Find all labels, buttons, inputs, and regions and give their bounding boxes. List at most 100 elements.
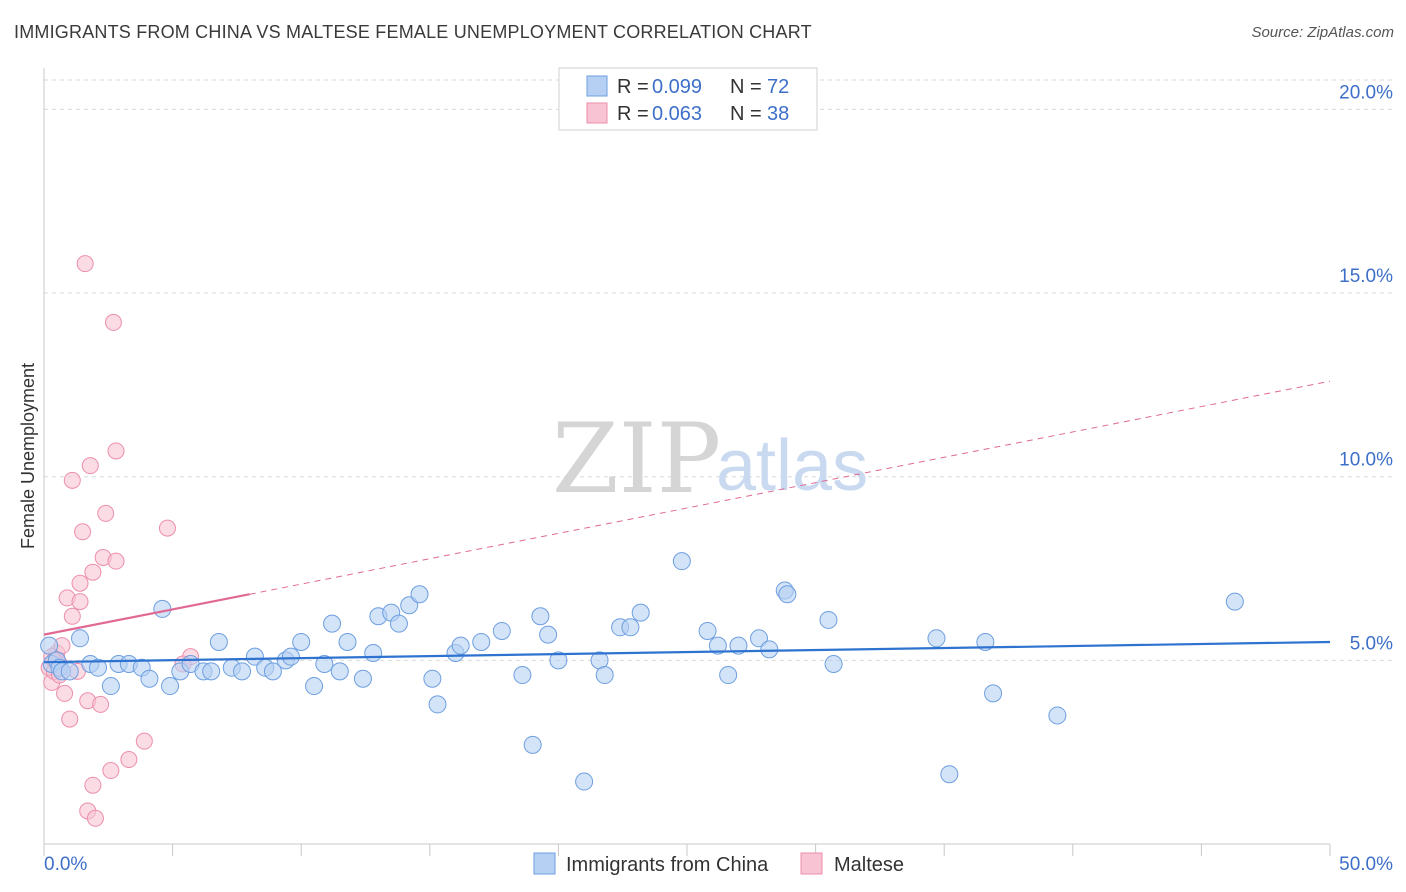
china-point-14: [153, 599, 172, 618]
trend-lines: [43, 380, 1331, 664]
maltese-point-31: [158, 519, 176, 537]
china-point-60: [708, 636, 727, 655]
china-point-45: [472, 632, 491, 651]
china-point-30: [315, 655, 334, 674]
china-point-68: [824, 655, 843, 674]
maltese-point-6: [56, 684, 74, 702]
maltese-point-25: [102, 762, 120, 780]
y-tick-labels: 5.0% 10.0% 15.0% 20.0%: [1339, 82, 1393, 654]
legend-swatch-china: [586, 75, 608, 97]
china-point-42: [428, 695, 447, 714]
china-point-47: [513, 666, 532, 685]
china-point-5: [60, 662, 79, 681]
china-point-69: [927, 629, 946, 648]
china-point-52: [575, 772, 594, 791]
china-point-34: [353, 669, 372, 688]
watermark: ZIP atlas: [552, 403, 868, 515]
china-point-72: [984, 684, 1003, 703]
maltese-point-19: [84, 776, 102, 794]
y-tick-label-2: 15.0%: [1339, 266, 1393, 287]
legend-n-value-china: 72: [767, 76, 789, 98]
china-point-66: [778, 585, 797, 604]
maltese-point-24: [97, 504, 115, 522]
maltese-point-20: [84, 563, 102, 581]
china-point-22: [233, 662, 252, 681]
china-point-50: [539, 625, 558, 644]
maltese-point-10: [63, 607, 81, 625]
china-point-38: [389, 614, 408, 633]
china-point-74: [1225, 592, 1244, 611]
legend-n-label-maltese: N =: [730, 103, 762, 125]
x-axis-ticks: [43, 844, 1331, 856]
series-legend-swatch-maltese: [800, 852, 823, 875]
series-legend-label-maltese: Maltese: [834, 854, 904, 876]
maltese-point-28: [107, 442, 125, 460]
maltese-point-15: [76, 255, 94, 273]
maltese-trend-extrapolation: [249, 380, 1331, 595]
china-point-46: [492, 621, 511, 640]
china-point-67: [819, 610, 838, 629]
series-legend: Immigrants from China Maltese: [533, 852, 904, 876]
china-point-19: [202, 662, 221, 681]
maltese-point-8: [61, 710, 79, 728]
watermark-zip: ZIP: [552, 403, 721, 515]
china-point-41: [423, 669, 442, 688]
china-point-39: [400, 596, 419, 615]
china-point-31: [323, 614, 342, 633]
maltese-point-21: [86, 809, 104, 827]
maltese-point-29: [120, 751, 138, 769]
china-point-62: [729, 636, 748, 655]
x-tick-label-max: 50.0%: [1339, 854, 1393, 875]
correlation-legend: R = 0.099 N = 72 R = 0.063 N = 38: [558, 67, 818, 131]
china-point-57: [631, 603, 650, 622]
maltese-point-14: [74, 523, 92, 541]
china-points: [40, 552, 1244, 791]
maltese-point-13: [71, 574, 89, 592]
maltese-point-30: [135, 732, 153, 750]
china-point-32: [330, 662, 349, 681]
maltese-point-22: [92, 695, 110, 713]
maltese-point-18: [81, 457, 99, 475]
maltese-point-27: [107, 552, 125, 570]
china-point-33: [338, 632, 357, 651]
china-point-44: [451, 636, 470, 655]
china-point-29: [305, 677, 324, 696]
china-point-54: [595, 666, 614, 685]
china-point-20: [209, 632, 228, 651]
watermark-atlas: atlas: [716, 426, 868, 506]
china-point-6: [71, 629, 90, 648]
legend-n-label-china: N =: [730, 76, 762, 98]
y-tick-label-1: 10.0%: [1339, 450, 1393, 471]
maltese-trend-line: [43, 593, 250, 636]
china-trend-line: [43, 640, 1331, 664]
legend-r-label-maltese: R =: [617, 103, 649, 125]
china-point-63: [750, 629, 769, 648]
series-legend-label-china: Immigrants from China: [566, 854, 769, 876]
y-tick-label-3: 20.0%: [1339, 82, 1393, 103]
china-point-61: [719, 666, 738, 685]
china-point-59: [698, 621, 717, 640]
china-point-8: [89, 658, 108, 677]
china-point-73: [1048, 706, 1067, 725]
maltese-point-9: [63, 471, 81, 489]
china-point-49: [531, 607, 550, 626]
maltese-points: [40, 255, 200, 827]
china-point-13: [140, 669, 159, 688]
maltese-point-12: [71, 593, 89, 611]
grid-lines: [44, 79, 1393, 661]
china-point-0: [40, 636, 59, 655]
legend-r-value-maltese: 0.063: [652, 103, 702, 125]
maltese-point-26: [104, 313, 122, 331]
y-tick-label-0: 5.0%: [1350, 633, 1393, 654]
china-point-56: [621, 618, 640, 637]
legend-r-value-china: 0.099: [652, 76, 702, 98]
china-point-28: [292, 632, 311, 651]
series-legend-swatch-china: [533, 852, 556, 875]
china-point-23: [245, 647, 264, 666]
legend-swatch-maltese: [586, 102, 608, 124]
china-point-35: [364, 644, 383, 662]
china-point-15: [161, 677, 180, 696]
china-point-40: [410, 585, 429, 604]
chart-title: IMMIGRANTS FROM CHINA VS MALTESE FEMALE …: [14, 22, 812, 42]
china-point-64: [760, 640, 779, 659]
